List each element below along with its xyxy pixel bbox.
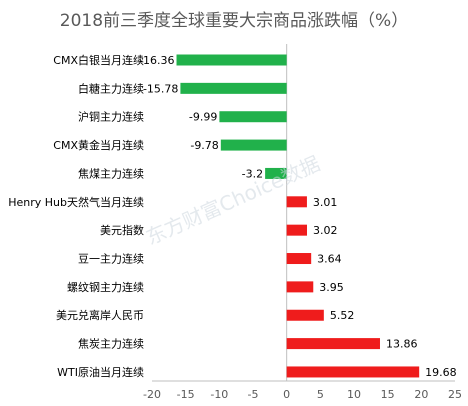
bars-group bbox=[176, 54, 420, 378]
bar bbox=[180, 82, 287, 94]
bar bbox=[286, 196, 307, 208]
data-label: -15.78 bbox=[143, 82, 178, 95]
category-label: CMX黄金当月连续 bbox=[53, 138, 144, 152]
x-tick-label: 15 bbox=[381, 388, 395, 401]
bar bbox=[286, 309, 324, 321]
data-label: -9.99 bbox=[189, 111, 217, 124]
data-label: 5.52 bbox=[330, 309, 355, 322]
bar bbox=[286, 366, 420, 378]
bar bbox=[265, 167, 287, 179]
category-label: 美元指数 bbox=[100, 223, 144, 237]
bar bbox=[286, 281, 314, 293]
category-label: CMX白银当月连续 bbox=[53, 53, 144, 67]
category-label: Henry Hub天然气当月连续 bbox=[8, 195, 144, 209]
bar bbox=[176, 54, 287, 66]
x-tick-label: 25 bbox=[448, 388, 462, 401]
data-label: 3.95 bbox=[319, 281, 344, 294]
x-tick-label: 5 bbox=[317, 388, 324, 401]
x-tick-label: 10 bbox=[347, 388, 361, 401]
category-label: 豆一主力连续 bbox=[78, 252, 144, 266]
chart-axes bbox=[152, 44, 455, 382]
category-label: 螺纹钢主力连续 bbox=[67, 280, 144, 294]
x-tick-label: -20 bbox=[143, 388, 161, 401]
data-label: 3.64 bbox=[317, 253, 342, 266]
category-label: 白糖主力连续 bbox=[78, 81, 144, 95]
bar bbox=[286, 253, 312, 265]
category-label: WTI原油当月连续 bbox=[57, 365, 144, 379]
data-label: -3.2 bbox=[242, 167, 263, 180]
data-label: 3.01 bbox=[313, 196, 338, 209]
x-axis-ticks: -20 -15 -10 -5 0 5 10 15 20 25 bbox=[143, 388, 462, 401]
bar bbox=[220, 139, 287, 151]
x-tick-label: -15 bbox=[177, 388, 195, 401]
data-label: 13.86 bbox=[386, 338, 418, 351]
category-label: 焦煤主力连续 bbox=[78, 166, 144, 180]
x-tick-label: -10 bbox=[210, 388, 228, 401]
data-label: 3.02 bbox=[313, 224, 338, 237]
x-tick-label: 20 bbox=[414, 388, 428, 401]
x-tick-label: 0 bbox=[283, 388, 290, 401]
bar bbox=[286, 224, 308, 236]
data-label: -16.36 bbox=[139, 54, 174, 67]
data-label: -9.78 bbox=[190, 139, 218, 152]
category-label: 焦炭主力连续 bbox=[78, 337, 144, 351]
category-label: 沪铜主力连续 bbox=[78, 110, 144, 124]
data-labels: -16.36 -15.78 -9.99 -9.78 -3.2 3.01 3.02 3.64 3.… bbox=[139, 54, 457, 379]
data-label: 19.68 bbox=[425, 366, 457, 379]
bar bbox=[219, 111, 287, 123]
x-tick-label: -5 bbox=[248, 388, 259, 401]
bar bbox=[286, 338, 380, 350]
category-label: 美元兑离岸人民币 bbox=[56, 308, 144, 322]
chart-title: 2018前三季度全球重要大宗商品涨跌幅（%） bbox=[60, 11, 408, 31]
